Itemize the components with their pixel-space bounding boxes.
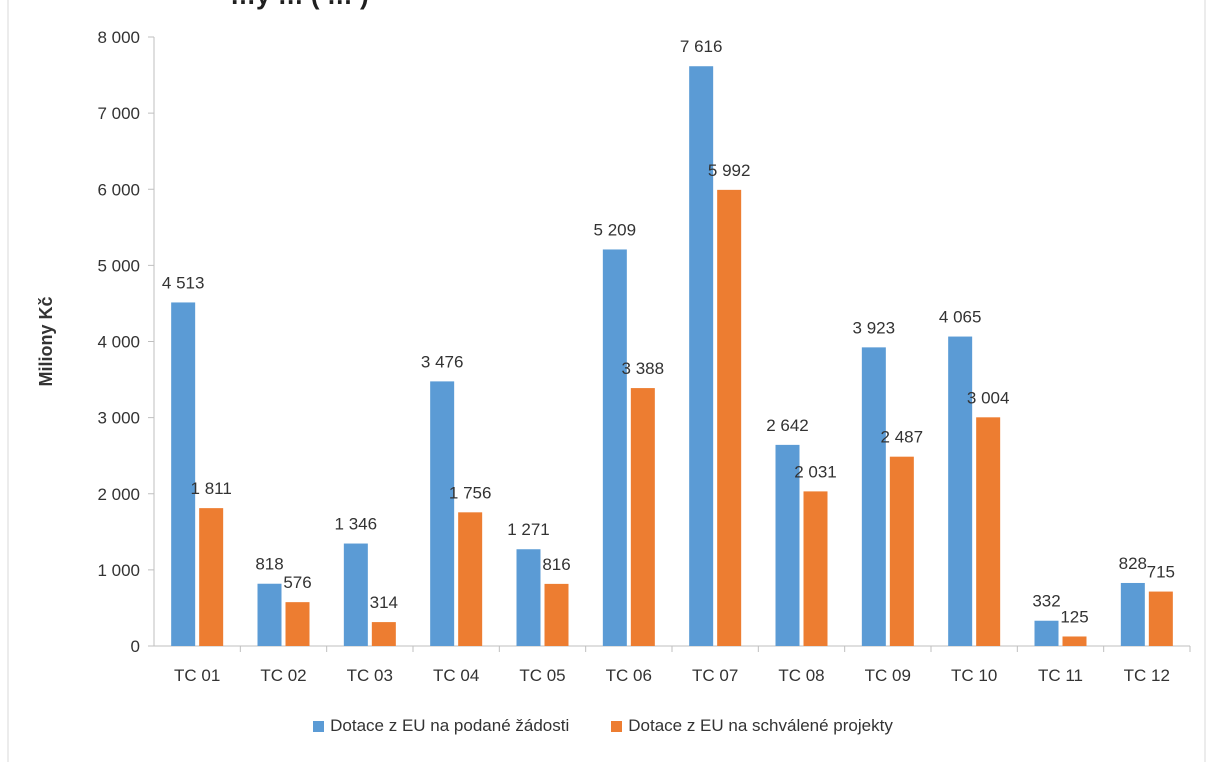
data-label-approved: 576 [283, 573, 311, 592]
data-label-submitted: 818 [255, 555, 283, 574]
bar-submitted [602, 249, 627, 646]
bar-approved [285, 602, 310, 646]
y-axis-label: Miliony Kč [36, 296, 56, 386]
legend-label-approved: Dotace z EU na schválené projekty [628, 716, 893, 735]
bar-approved [803, 491, 828, 646]
data-label-submitted: 4 065 [939, 308, 982, 327]
x-tick-label: TC 07 [692, 666, 738, 685]
bar-approved [717, 189, 742, 646]
bar-approved [1062, 636, 1087, 646]
legend-item-submitted: Dotace z EU na podané žádosti [313, 716, 569, 736]
bar-approved [544, 583, 569, 646]
data-label-approved: 1 811 [191, 479, 232, 498]
data-label-approved: 5 992 [708, 161, 751, 180]
y-tick-label: 3 000 [97, 409, 140, 428]
bar-submitted [861, 347, 886, 646]
x-tick-label: TC 11 [1038, 666, 1083, 685]
data-label-approved: 3 388 [622, 359, 665, 378]
x-tick-label: TC 10 [951, 666, 997, 685]
x-tick-label: TC 09 [865, 666, 911, 685]
data-label-submitted: 4 513 [162, 273, 205, 292]
bar-approved [630, 388, 655, 646]
bar-submitted [775, 444, 800, 646]
data-label-submitted: 7 616 [680, 37, 723, 56]
legend-swatch-submitted [313, 720, 325, 732]
x-tick-label: TC 05 [519, 666, 565, 685]
bar-submitted [948, 336, 973, 646]
bar-submitted [1120, 582, 1145, 646]
bar-approved [889, 456, 914, 646]
x-tick-label: TC 08 [778, 666, 824, 685]
bar-submitted [343, 543, 368, 646]
x-tick-label: TC 01 [174, 666, 220, 685]
data-label-submitted: 828 [1119, 554, 1147, 573]
y-tick-label: 8 000 [97, 28, 140, 47]
data-label-approved: 715 [1147, 563, 1175, 582]
data-label-submitted: 1 271 [507, 520, 550, 539]
data-label-submitted: 5 209 [594, 220, 637, 239]
y-tick-label: 7 000 [97, 104, 140, 123]
bar-submitted [257, 583, 282, 646]
x-tick-label: TC 03 [347, 666, 393, 685]
data-label-approved: 1 756 [449, 483, 492, 502]
bar-submitted [1034, 620, 1059, 646]
legend-label-submitted: Dotace z EU na podané žádosti [330, 716, 570, 735]
bar-submitted [516, 549, 541, 646]
data-label-submitted: 332 [1032, 592, 1060, 611]
bar-submitted [171, 302, 196, 646]
y-tick-label: 1 000 [97, 561, 140, 580]
data-label-approved: 2 031 [794, 462, 837, 481]
bar-submitted [430, 381, 455, 646]
x-tick-label: TC 02 [260, 666, 306, 685]
bar-approved [371, 622, 396, 646]
data-label-approved: 2 487 [881, 428, 924, 447]
data-label-submitted: 3 923 [853, 318, 896, 337]
data-label-submitted: 2 642 [766, 416, 809, 435]
y-tick-label: 0 [131, 637, 140, 656]
bar-submitted [689, 66, 714, 647]
x-tick-label: TC 04 [433, 666, 479, 685]
data-label-approved: 3 004 [967, 388, 1010, 407]
y-tick-label: 4 000 [97, 333, 140, 352]
legend: Dotace z EU na podané žádosti Dotace z E… [0, 716, 1206, 736]
bar-approved [976, 417, 1001, 646]
x-tick-label: TC 06 [606, 666, 652, 685]
legend-swatch-approved [611, 720, 623, 732]
x-tick-label: TC 12 [1124, 666, 1170, 685]
data-label-approved: 314 [370, 593, 398, 612]
bar-approved [1148, 591, 1173, 646]
y-tick-label: 6 000 [97, 180, 140, 199]
legend-item-approved: Dotace z EU na schválené projekty [611, 716, 893, 736]
data-label-approved: 816 [542, 555, 570, 574]
y-tick-label: 2 000 [97, 485, 140, 504]
bar-approved [458, 512, 483, 646]
data-label-submitted: 3 476 [421, 352, 464, 371]
chart-title: …y … ( … ) [230, 0, 369, 11]
y-tick-label: 5 000 [97, 256, 140, 275]
bar-approved [199, 508, 224, 646]
data-label-approved: 125 [1060, 607, 1088, 626]
data-label-submitted: 1 346 [335, 515, 378, 534]
